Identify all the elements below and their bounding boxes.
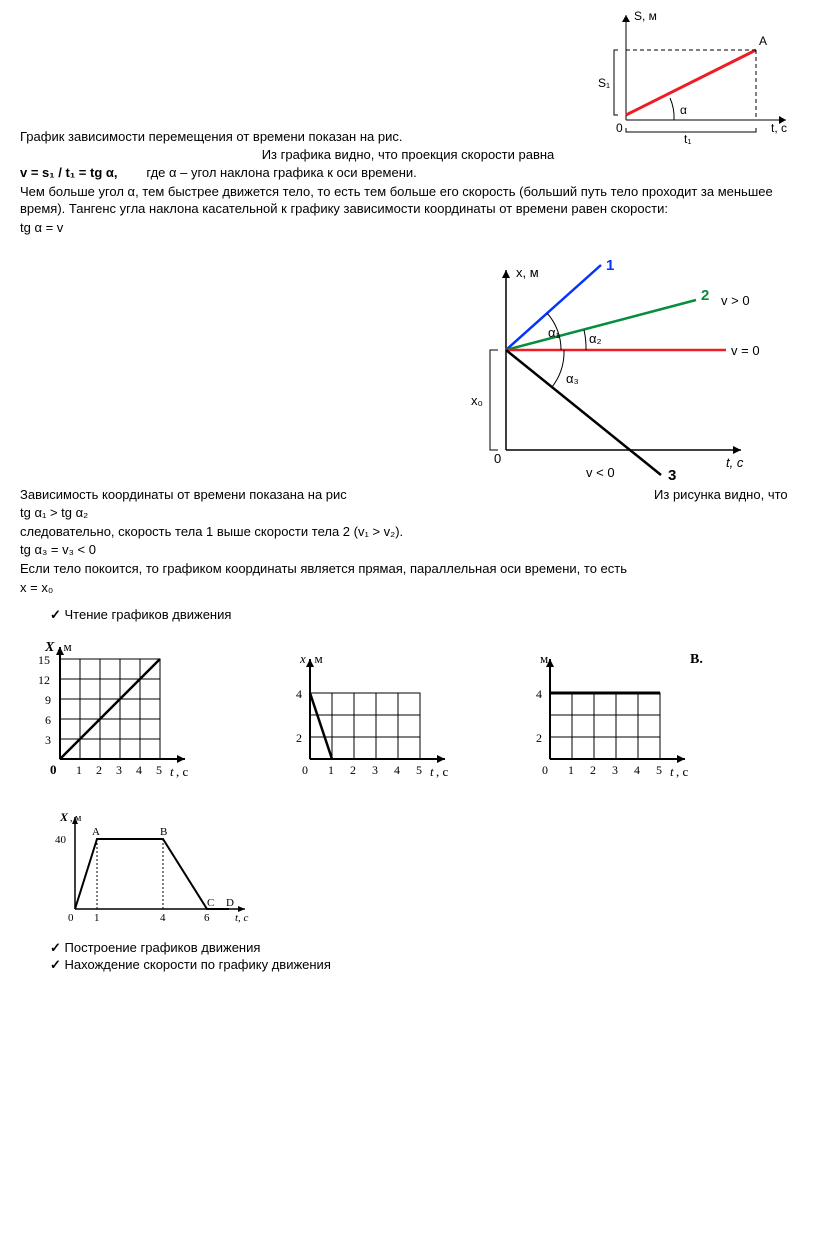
svg-text:15: 15 (38, 653, 50, 667)
svg-text:1: 1 (94, 912, 100, 924)
svg-text:A: A (759, 34, 767, 48)
section-1: S, м t, с A S₁ t₁ α 0 График зависимости… (20, 10, 796, 163)
svg-text:1: 1 (568, 763, 574, 777)
svg-text:3: 3 (372, 763, 378, 777)
svg-text:α₂: α₂ (589, 331, 602, 346)
svg-text:C: C (207, 897, 214, 909)
svg-text:0: 0 (542, 763, 548, 777)
svg-text:м: м (540, 651, 548, 666)
svg-text:3: 3 (668, 467, 676, 484)
chart-a: X , м 15 12 9 6 3 0 12 3 (20, 639, 200, 789)
section-2: x, м t, с 0 x₀ 1 2 3 v > 0 v = 0 v < 0 α… (20, 255, 796, 485)
bullet-finding-velocity: Нахождение скорости по графику движения (50, 956, 796, 974)
svg-text:x, м: x, м (516, 265, 539, 280)
chart-c: м B. 4 2 0 1 2 3 4 5 t , c (510, 649, 720, 789)
fig-displacement-time: S, м t, с A S₁ t₁ α 0 (596, 10, 796, 145)
svg-text:α₃: α₃ (566, 371, 579, 386)
text-p3: Чем больше угол α, тем быстрее движется … (20, 183, 796, 218)
chart-d: X , м 40 0 1 4 6 A B C D t, с (40, 809, 796, 929)
text-p1a: График зависимости перемещения от времен… (20, 129, 402, 144)
svg-text:2: 2 (296, 731, 302, 745)
svg-text:0: 0 (68, 912, 74, 924)
svg-text:5: 5 (156, 763, 162, 777)
chart-b: x , м 4 2 0 12 34 5 t , c (270, 649, 460, 789)
formula-line: v = s₁ / t₁ = tg α, где α – угол наклона… (20, 164, 796, 182)
svg-text:6: 6 (204, 912, 210, 924)
svg-text:12: 12 (38, 673, 50, 687)
fig-coordinate-time: x, м t, с 0 x₀ 1 2 3 v > 0 v = 0 v < 0 α… (446, 255, 766, 485)
svg-text:B.: B. (690, 652, 703, 667)
svg-text:α₁: α₁ (548, 325, 561, 340)
chart-row-1: X , м 15 12 9 6 3 0 12 3 (20, 639, 796, 789)
text-p9: Если тело покоится, то графиком координа… (20, 560, 796, 578)
svg-text:t, с: t, с (726, 455, 744, 470)
svg-text:S, м: S, м (634, 10, 657, 23)
svg-text:, c: , c (176, 764, 189, 779)
svg-text:0: 0 (494, 451, 501, 466)
svg-text:t, с: t, с (771, 121, 787, 135)
svg-text:1: 1 (606, 257, 614, 274)
svg-text:t, с: t, с (235, 912, 249, 924)
svg-text:4: 4 (136, 763, 142, 777)
velocity-formula: v = s₁ / t₁ = tg α, (20, 165, 118, 180)
svg-text:A: A (92, 826, 100, 838)
svg-text:5: 5 (656, 763, 662, 777)
svg-text:t: t (670, 764, 674, 779)
svg-text:3: 3 (45, 733, 51, 747)
svg-text:t₁: t₁ (684, 132, 691, 145)
svg-text:1: 1 (328, 763, 334, 777)
svg-text:, c: , c (676, 764, 689, 779)
svg-text:v > 0: v > 0 (721, 293, 750, 308)
svg-text:X: X (59, 810, 69, 824)
text-p7: следовательно, скорость тела 1 выше скор… (20, 523, 796, 541)
svg-text:1: 1 (76, 763, 82, 777)
bullet-building-graphs: Построение графиков движения (50, 939, 796, 957)
svg-text:2: 2 (536, 731, 542, 745)
svg-text:D: D (226, 897, 234, 909)
svg-text:0: 0 (616, 121, 623, 135)
svg-text:α: α (680, 103, 687, 117)
svg-text:v = 0: v = 0 (731, 343, 760, 358)
svg-text:, c: , c (436, 764, 449, 779)
svg-text:2: 2 (96, 763, 102, 777)
para-intro-2: Из графика видно, что проекция скорости … (20, 146, 796, 164)
svg-text:4: 4 (394, 763, 400, 777)
svg-text:t: t (430, 764, 434, 779)
svg-text:2: 2 (590, 763, 596, 777)
svg-text:6: 6 (45, 713, 51, 727)
text-p4: tg α = v (20, 219, 796, 237)
svg-text:v < 0: v < 0 (586, 465, 615, 480)
bullet-reading-graphs: Чтение графиков движения (50, 606, 796, 624)
svg-text:3: 3 (612, 763, 618, 777)
text-p6: tg α₁ > tg α₂ (20, 504, 796, 522)
svg-text:S₁: S₁ (598, 76, 610, 90)
svg-text:2: 2 (701, 287, 709, 304)
svg-text:0: 0 (50, 762, 57, 777)
svg-text:4: 4 (296, 687, 302, 701)
svg-text:40: 40 (55, 834, 67, 846)
text-p8: tg α₃ = v₃ < 0 (20, 541, 796, 559)
svg-text:x₀: x₀ (471, 393, 483, 408)
svg-text:5: 5 (416, 763, 422, 777)
svg-text:2: 2 (350, 763, 356, 777)
svg-text:4: 4 (160, 912, 166, 924)
text-p10: x = x₀ (20, 579, 796, 597)
svg-text:4: 4 (634, 763, 640, 777)
svg-text:B: B (160, 826, 167, 838)
svg-text:x: x (299, 651, 306, 666)
line-p5: Зависимость координаты от времени показа… (20, 486, 796, 504)
text-p2: где α – угол наклона графика к оси време… (146, 165, 416, 180)
svg-text:9: 9 (45, 693, 51, 707)
svg-text:0: 0 (302, 763, 308, 777)
svg-text:4: 4 (536, 687, 542, 701)
svg-text:3: 3 (116, 763, 122, 777)
svg-text:t: t (170, 764, 174, 779)
